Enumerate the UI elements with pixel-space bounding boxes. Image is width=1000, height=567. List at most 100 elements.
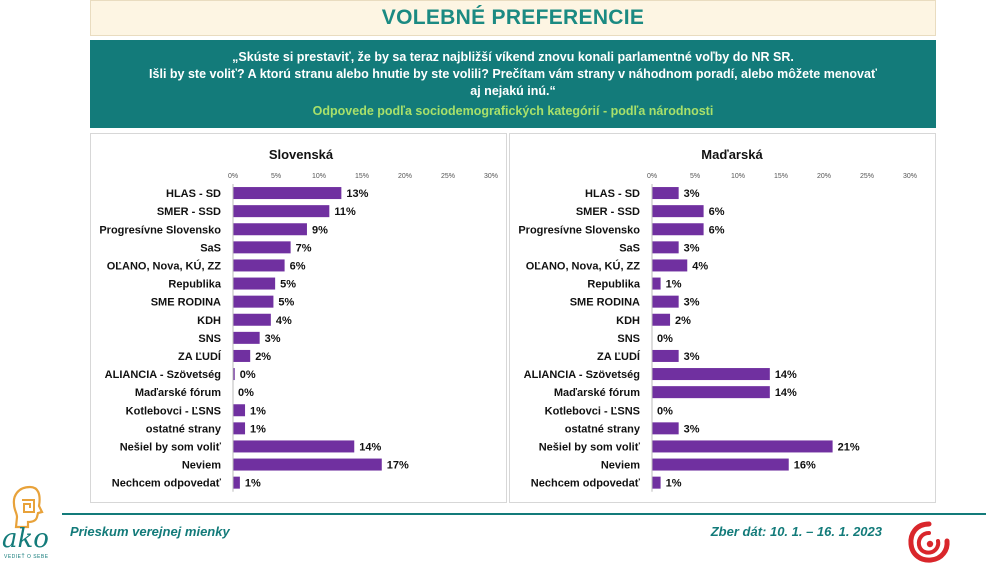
bar bbox=[652, 349, 679, 362]
bar bbox=[652, 277, 661, 290]
category-label: Maďarské fórum bbox=[135, 387, 221, 399]
bar bbox=[652, 187, 679, 200]
bar bbox=[233, 368, 235, 381]
chart-title: Maďarská bbox=[701, 147, 763, 162]
data-label: 6% bbox=[290, 260, 306, 272]
data-label: 5% bbox=[280, 279, 296, 291]
category-label: HLAS - SD bbox=[585, 188, 640, 200]
bar bbox=[233, 349, 251, 362]
data-label: 9% bbox=[312, 224, 328, 236]
footer-survey-label: Prieskum verejnej mienky bbox=[70, 524, 230, 539]
bar bbox=[233, 331, 260, 344]
bar bbox=[233, 277, 276, 290]
data-label: 2% bbox=[675, 315, 691, 327]
bar bbox=[233, 241, 291, 254]
category-label: SMER - SSD bbox=[157, 206, 221, 218]
data-label: 1% bbox=[666, 478, 682, 490]
question-box: „Skúste si prestaviť, že by sa teraz naj… bbox=[90, 40, 936, 128]
category-label: SNS bbox=[198, 333, 221, 345]
category-label: Republika bbox=[168, 279, 221, 291]
data-label: 14% bbox=[775, 369, 797, 381]
ako-logo-text: ako bbox=[2, 524, 49, 554]
category-label: SME RODINA bbox=[151, 297, 221, 309]
x-tick-label: 25% bbox=[860, 173, 874, 180]
data-label: 2% bbox=[255, 351, 271, 363]
data-label: 17% bbox=[387, 460, 409, 472]
data-label: 6% bbox=[709, 224, 725, 236]
bar bbox=[652, 368, 770, 381]
category-label: SNS bbox=[617, 333, 640, 345]
category-label: SMER - SSD bbox=[576, 206, 640, 218]
page-title: VOLEBNÉ PREFERENCIE bbox=[381, 6, 645, 29]
data-label: 0% bbox=[657, 333, 673, 345]
category-label: Neviem bbox=[601, 460, 640, 472]
bar bbox=[652, 440, 833, 453]
subtitle: Odpovede podľa sociodemografických kateg… bbox=[312, 104, 714, 118]
bar bbox=[233, 458, 382, 471]
data-label: 4% bbox=[276, 315, 292, 327]
question-line-3: aj nejakú inú.“ bbox=[470, 84, 556, 98]
data-label: 3% bbox=[684, 351, 700, 363]
bar bbox=[233, 476, 240, 489]
bar bbox=[233, 313, 271, 326]
bar bbox=[652, 241, 679, 254]
x-tick-label: 5% bbox=[271, 173, 281, 180]
category-label: KDH bbox=[197, 315, 221, 327]
category-label: KDH bbox=[616, 315, 640, 327]
x-tick-label: 30% bbox=[484, 173, 498, 180]
question-line-2: Išli by ste voliť? A ktorú stranu alebo … bbox=[149, 67, 877, 81]
category-label: Nechcem odpovedať bbox=[112, 478, 222, 490]
data-label: 3% bbox=[684, 423, 700, 435]
data-label: 1% bbox=[666, 279, 682, 291]
data-label: 14% bbox=[359, 441, 381, 453]
category-label: OĽANO, Nova, KÚ, ZZ bbox=[526, 259, 641, 272]
data-label: 3% bbox=[684, 297, 700, 309]
chart-panel-madarska: Maďarská 0% 5% 10% 15% 20% 25% 30% HLAS - SD 3% SM… bbox=[509, 133, 936, 503]
data-label: 5% bbox=[278, 297, 294, 309]
category-label: Progresívne Slovensko bbox=[518, 224, 640, 236]
category-label: Nechcem odpovedať bbox=[531, 478, 641, 490]
data-label: 11% bbox=[334, 206, 356, 218]
bar bbox=[652, 458, 789, 471]
x-tick-label: 10% bbox=[312, 173, 326, 180]
bar bbox=[652, 422, 679, 435]
ako-head-icon bbox=[12, 485, 44, 529]
title-box: VOLEBNÉ PREFERENCIE bbox=[90, 0, 936, 36]
category-label: HLAS - SD bbox=[166, 188, 221, 200]
bar bbox=[233, 440, 355, 453]
bar bbox=[233, 205, 330, 218]
chart-slovenska: Slovenská 0% 5% 10% 15% 20% 25% 30% HLAS - SD 13%… bbox=[99, 147, 498, 492]
x-tick-label: 0% bbox=[228, 173, 238, 180]
x-tick-label: 30% bbox=[903, 173, 917, 180]
category-label: Progresívne Slovensko bbox=[99, 224, 221, 236]
data-label: 1% bbox=[250, 423, 266, 435]
data-label: 16% bbox=[794, 460, 816, 472]
bar bbox=[652, 386, 770, 399]
data-label: 3% bbox=[265, 333, 281, 345]
chart-madarska: Maďarská 0% 5% 10% 15% 20% 25% 30% HLAS - SD 3% SM… bbox=[518, 147, 917, 492]
bar bbox=[652, 313, 671, 326]
footer-date-range: Zber dát: 10. 1. – 16. 1. 2023 bbox=[710, 524, 882, 539]
category-label: Neviem bbox=[182, 460, 221, 472]
bar bbox=[233, 223, 307, 236]
x-tick-label: 15% bbox=[774, 173, 788, 180]
bar bbox=[233, 404, 246, 417]
data-label: 7% bbox=[296, 242, 312, 254]
category-label: Kotlebovci - ĽSNS bbox=[545, 405, 640, 417]
category-label: SME RODINA bbox=[570, 297, 640, 309]
data-label: 1% bbox=[250, 405, 266, 417]
bar bbox=[652, 476, 661, 489]
bar bbox=[233, 422, 246, 435]
bar bbox=[652, 205, 704, 218]
ako-logo-subtitle: VEDIEŤ O SEBE bbox=[4, 554, 49, 560]
category-label: SaS bbox=[200, 242, 221, 254]
bar bbox=[652, 295, 679, 308]
question-line-1: „Skúste si prestaviť, že by sa teraz naj… bbox=[232, 50, 794, 64]
chart-panel-slovenska: Slovenská 0% 5% 10% 15% 20% 25% 30% HLAS - SD 13%… bbox=[90, 133, 507, 503]
data-label: 1% bbox=[245, 478, 261, 490]
x-tick-label: 20% bbox=[817, 173, 831, 180]
data-label: 0% bbox=[240, 369, 256, 381]
x-tick-label: 5% bbox=[690, 173, 700, 180]
category-label: ZA ĽUDÍ bbox=[597, 350, 641, 363]
